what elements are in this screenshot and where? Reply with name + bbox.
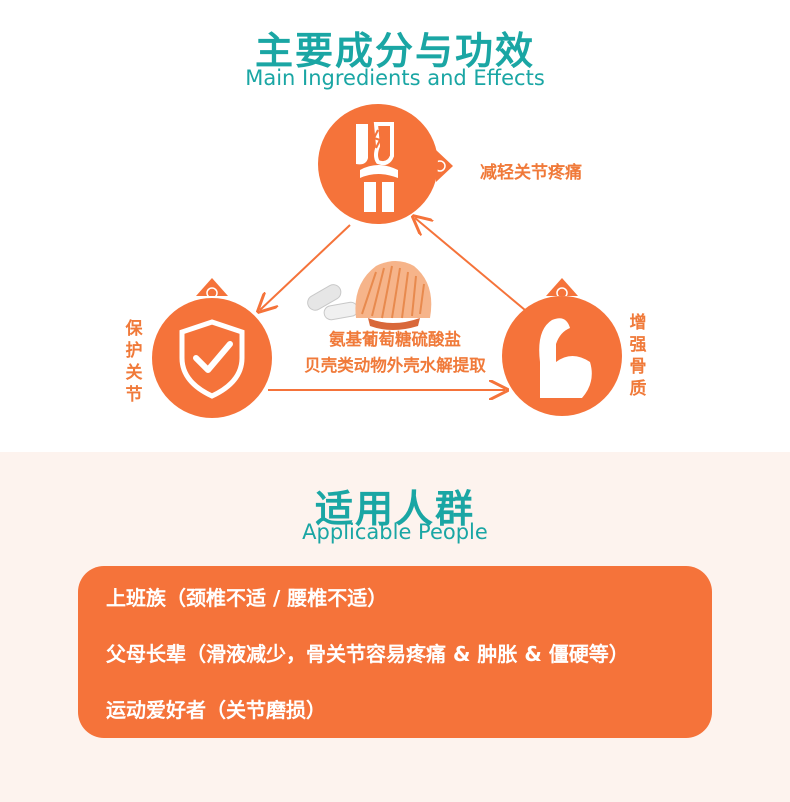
capsule-icon [307,284,359,321]
flexed-arm-icon [539,318,592,398]
protect-joints-label: 保护关节 [125,319,143,405]
shield-circle [152,278,272,418]
people-title: 适用人群 [314,487,475,531]
shell-icon [355,261,432,330]
list-item: 运动爱好者（关节磨损） [106,698,326,722]
arrow-right-to-top [415,218,526,311]
effects-subtitle: Main Ingredients and Effects [245,66,545,90]
people-subtitle: Applicable People [302,520,488,544]
ingredient-name: 氨基葡萄糖硫酸盐 [329,330,461,349]
effects-title: 主要成分与功效 [254,29,535,73]
applicable-people-box: 上班族（颈椎不适 / 腰椎不适） 父母长辈（滑液减少，骨关节容易疼痛 & 肿胀 … [78,566,712,738]
knee-joint-icon [356,122,398,212]
shield-check-icon [179,319,245,399]
list-item: 父母长辈（滑液减少，骨关节容易疼痛 & 肿胀 & 僵硬等） [106,642,629,666]
effects-section [0,0,790,452]
strengthen-bones-label: 增强骨质 [629,313,647,399]
effects-diagram: 减轻关节疼痛 保护关节 增强骨质 氨基葡萄糖硫酸盐 贝壳类动物外壳水解提取 [0,100,790,440]
ingredient-source: 贝壳类动物外壳水解提取 [304,356,486,375]
arrow-top-to-left [260,224,351,310]
list-item: 上班族（颈椎不适 / 腰椎不适） [106,586,388,610]
knee-joint-circle [318,104,453,224]
reduce-joint-pain-label: 减轻关节疼痛 [480,163,582,183]
muscle-circle [502,278,622,416]
diagram-graphics [152,104,622,418]
